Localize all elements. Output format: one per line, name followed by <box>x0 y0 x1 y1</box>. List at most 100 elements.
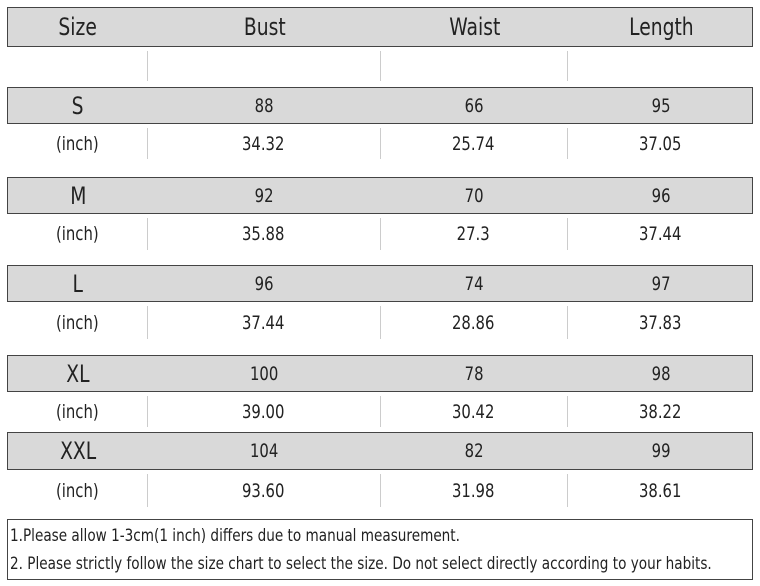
cell-text: 25.74 <box>452 132 495 155</box>
cell-text: 27.3 <box>456 223 491 245</box>
header-row: Size Bust Waist Length <box>7 7 753 47</box>
divider <box>567 51 568 81</box>
cell-text: Size <box>58 13 98 41</box>
cell-text: 82 <box>465 440 484 462</box>
cell-text: Length <box>628 13 694 41</box>
cell: 34.32 <box>147 124 380 163</box>
cell-text: 31.98 <box>452 479 495 502</box>
cell: 30.42 <box>380 392 567 431</box>
cell-text: XL <box>66 359 90 388</box>
cell: 100 <box>148 356 381 391</box>
divider <box>380 128 381 159</box>
cell-text: 100 <box>250 362 279 385</box>
divider <box>567 306 568 339</box>
cell: 39.00 <box>147 392 380 431</box>
notes-box: 1.Please allow 1-3cm(1 inch) differs due… <box>7 519 753 580</box>
cell-text: 74 <box>465 272 484 295</box>
cell-text: 37.44 <box>242 311 285 334</box>
cell: (inch) <box>7 124 147 163</box>
cell-text: 98 <box>651 362 671 385</box>
cell: 37.44 <box>567 214 753 254</box>
cell: Size <box>8 8 148 46</box>
cell-text: 92 <box>255 184 274 207</box>
cell-text: Waist <box>448 13 501 41</box>
cell-text: 93.60 <box>242 479 285 502</box>
divider <box>147 51 148 81</box>
cell: 38.61 <box>567 470 753 511</box>
cell-text: 28.86 <box>452 311 495 334</box>
divider <box>147 396 148 427</box>
divider <box>380 51 381 81</box>
size-row: XXL 104 82 99 <box>7 432 753 470</box>
cell-text: 35.88 <box>242 223 285 245</box>
cell: (inch) <box>7 470 147 511</box>
cell: L <box>8 266 148 301</box>
divider <box>380 396 381 427</box>
size-row: L 96 74 97 <box>7 265 753 302</box>
cell: 27.3 <box>380 214 567 254</box>
cell: 37.05 <box>567 124 753 163</box>
divider <box>147 306 148 339</box>
cell-text: 70 <box>465 184 484 207</box>
cell: 96 <box>148 266 381 301</box>
cell-text: (inch) <box>55 479 99 502</box>
note: 2. Please strictly follow the size chart… <box>10 554 712 574</box>
cell: 37.44 <box>147 302 380 343</box>
cell: 92 <box>148 178 381 213</box>
note: 1.Please allow 1-3cm(1 inch) differs due… <box>10 526 460 546</box>
cell: 96 <box>568 178 754 213</box>
cell: 38.22 <box>567 392 753 431</box>
cell: Bust <box>148 8 381 46</box>
cell-text: 95 <box>651 94 671 117</box>
divider <box>380 306 381 339</box>
cell: 95 <box>568 88 754 123</box>
cell: 82 <box>381 433 568 469</box>
cell: 99 <box>568 433 754 469</box>
divider <box>567 474 568 507</box>
cell-text: L <box>72 269 84 298</box>
spacer-row <box>7 47 753 85</box>
cell: 70 <box>381 178 568 213</box>
cell: S <box>8 88 148 123</box>
cell: 104 <box>148 433 381 469</box>
cell-text: 37.05 <box>638 132 682 155</box>
inch-row: (inch) 34.32 25.74 37.05 <box>7 124 753 163</box>
cell-text: XXL <box>59 437 97 465</box>
cell-text: 34.32 <box>242 132 285 155</box>
cell-text: (inch) <box>55 223 99 245</box>
divider <box>147 218 148 250</box>
divider <box>147 128 148 159</box>
cell-text: 37.44 <box>638 223 682 245</box>
divider <box>380 218 381 250</box>
inch-row: (inch) 93.60 31.98 38.61 <box>7 470 753 511</box>
cell-text: 39.00 <box>242 400 285 423</box>
size-row: XL 100 78 98 <box>7 355 753 392</box>
cell: Waist <box>381 8 568 46</box>
cell: XL <box>8 356 148 391</box>
cell: (inch) <box>7 214 147 254</box>
inch-row: (inch) 35.88 27.3 37.44 <box>7 214 753 254</box>
cell: 74 <box>381 266 568 301</box>
cell-text: 78 <box>465 362 484 385</box>
cell: 97 <box>568 266 754 301</box>
cell: XXL <box>8 433 148 469</box>
divider <box>567 218 568 250</box>
divider <box>567 128 568 159</box>
cell: Length <box>568 8 754 46</box>
cell-text: 96 <box>255 272 274 295</box>
cell-text: 66 <box>465 94 484 117</box>
cell: 78 <box>381 356 568 391</box>
cell-text: 96 <box>651 184 671 207</box>
cell-text: (inch) <box>55 132 99 155</box>
cell: 31.98 <box>380 470 567 511</box>
cell: 25.74 <box>380 124 567 163</box>
cell-text: S <box>72 91 84 120</box>
cell-text: Bust <box>243 13 286 41</box>
cell-text: 99 <box>651 440 671 462</box>
cell: 88 <box>148 88 381 123</box>
cell-text: M <box>69 181 87 210</box>
cell-text: 38.61 <box>638 479 682 502</box>
cell-text: 104 <box>250 440 279 462</box>
divider <box>380 474 381 507</box>
